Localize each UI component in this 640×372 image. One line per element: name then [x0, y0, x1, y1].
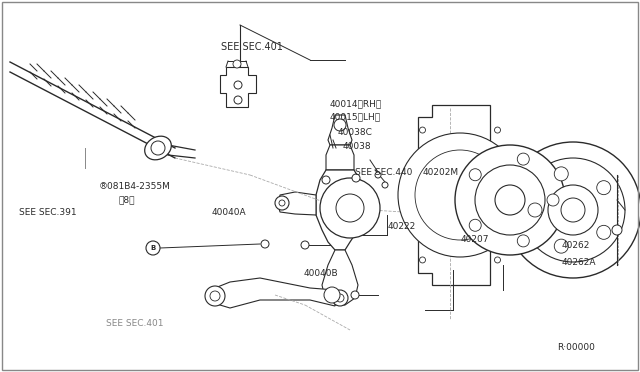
- Polygon shape: [322, 250, 358, 305]
- Circle shape: [398, 133, 522, 257]
- Circle shape: [234, 96, 242, 104]
- Polygon shape: [326, 145, 354, 170]
- Circle shape: [419, 257, 426, 263]
- Text: ®081B4-2355M: ®081B4-2355M: [99, 182, 171, 190]
- Polygon shape: [220, 67, 256, 107]
- Polygon shape: [316, 170, 364, 250]
- Polygon shape: [418, 105, 490, 285]
- Text: B: B: [150, 245, 156, 251]
- Circle shape: [205, 286, 225, 306]
- Circle shape: [521, 158, 625, 262]
- Circle shape: [455, 145, 565, 255]
- Text: SEE SEC.440: SEE SEC.440: [355, 169, 413, 177]
- Text: 40040A: 40040A: [211, 208, 246, 217]
- Circle shape: [151, 141, 165, 155]
- Text: 40015〈LH〉: 40015〈LH〉: [330, 113, 381, 122]
- Circle shape: [234, 81, 242, 89]
- Circle shape: [554, 167, 568, 181]
- Circle shape: [547, 194, 559, 206]
- Circle shape: [495, 257, 500, 263]
- Circle shape: [352, 174, 360, 182]
- Circle shape: [324, 287, 340, 303]
- Circle shape: [279, 200, 285, 206]
- Ellipse shape: [145, 136, 172, 160]
- Circle shape: [554, 239, 568, 253]
- Circle shape: [336, 294, 344, 302]
- Text: SEE SEC.401: SEE SEC.401: [221, 42, 283, 51]
- Polygon shape: [328, 115, 352, 145]
- Text: SEE SEC.401: SEE SEC.401: [106, 319, 163, 328]
- Circle shape: [528, 203, 542, 217]
- Circle shape: [301, 241, 309, 249]
- Text: 40038: 40038: [342, 142, 371, 151]
- Text: 40202M: 40202M: [422, 169, 458, 177]
- Circle shape: [351, 291, 359, 299]
- Circle shape: [332, 290, 348, 306]
- Circle shape: [275, 196, 289, 210]
- Text: （8）: （8）: [118, 195, 135, 204]
- Circle shape: [505, 142, 640, 278]
- Text: 40262A: 40262A: [562, 258, 596, 267]
- Circle shape: [475, 165, 545, 235]
- Circle shape: [596, 181, 611, 195]
- Circle shape: [517, 235, 529, 247]
- Circle shape: [469, 219, 481, 231]
- Circle shape: [320, 178, 380, 238]
- Circle shape: [375, 172, 381, 178]
- Polygon shape: [278, 192, 316, 215]
- Text: 40038C: 40038C: [338, 128, 372, 137]
- Circle shape: [469, 169, 481, 181]
- Polygon shape: [210, 278, 335, 308]
- Circle shape: [146, 241, 160, 255]
- Circle shape: [548, 185, 598, 235]
- Text: 40207: 40207: [461, 235, 490, 244]
- Circle shape: [261, 240, 269, 248]
- Circle shape: [210, 291, 220, 301]
- Circle shape: [382, 182, 388, 188]
- Circle shape: [334, 119, 346, 131]
- Circle shape: [561, 198, 585, 222]
- Circle shape: [596, 225, 611, 239]
- Text: 40222: 40222: [387, 222, 415, 231]
- Circle shape: [612, 225, 622, 235]
- Circle shape: [233, 60, 241, 68]
- Circle shape: [517, 153, 529, 165]
- Text: 40014〈RH〉: 40014〈RH〉: [330, 100, 382, 109]
- Text: 40040B: 40040B: [304, 269, 339, 278]
- Circle shape: [336, 194, 364, 222]
- Text: SEE SEC.391: SEE SEC.391: [19, 208, 77, 217]
- Text: 40262: 40262: [562, 241, 590, 250]
- Circle shape: [495, 127, 500, 133]
- Circle shape: [419, 127, 426, 133]
- Circle shape: [322, 176, 330, 184]
- Text: R·00000: R·00000: [557, 343, 595, 352]
- Circle shape: [495, 185, 525, 215]
- Circle shape: [415, 150, 505, 240]
